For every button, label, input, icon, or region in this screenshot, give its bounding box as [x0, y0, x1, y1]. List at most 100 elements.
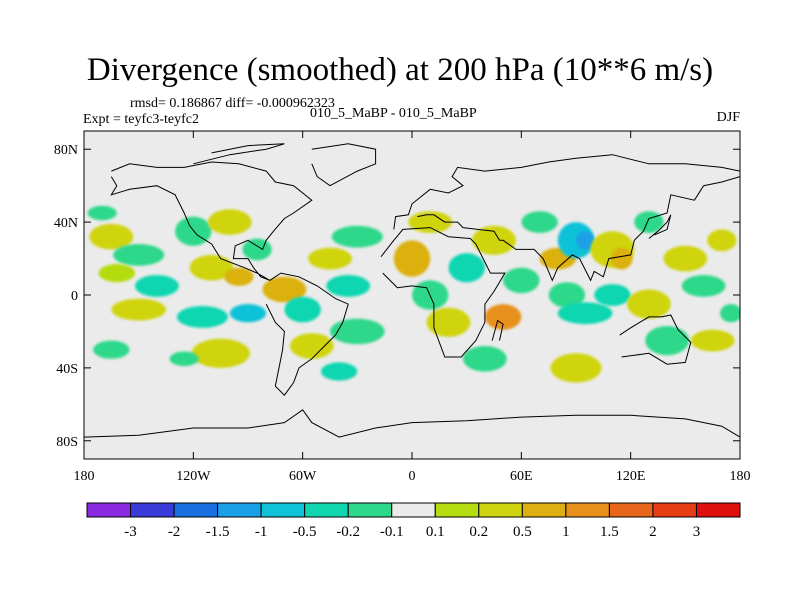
divergence-region-7 — [207, 209, 252, 235]
colorbar-box — [260, 502, 306, 518]
divergence-region-19 — [331, 225, 383, 248]
divergence-region-8 — [189, 254, 234, 281]
colorbar-label: 2 — [649, 524, 657, 540]
colorbar-label: 0.2 — [469, 524, 488, 540]
y-tick-label: 80N — [54, 143, 78, 158]
coastline-japan — [648, 214, 672, 239]
colorbar-label: 1 — [562, 524, 570, 540]
divergence-region-48 — [690, 329, 735, 352]
divergence-region-28 — [472, 225, 516, 255]
map-background — [84, 131, 740, 459]
divergence-region-10 — [176, 306, 228, 328]
divergence-region-15 — [262, 276, 307, 303]
divergence-region-2 — [98, 264, 135, 283]
divergence-region-23 — [393, 240, 431, 277]
colorbar-label: -3 — [124, 524, 137, 540]
divergence-region-27 — [448, 253, 485, 283]
colorbar-box — [217, 502, 262, 518]
divergence-region-17 — [289, 333, 334, 359]
divergence-region-29 — [484, 304, 522, 330]
colorbar-label: -0.2 — [336, 524, 360, 540]
experiment-label: Expt = teyfc3-teyfc2 — [83, 112, 199, 127]
colorbar-box — [391, 502, 436, 518]
colorbar-label: 0.1 — [426, 524, 445, 540]
colorbar-box — [86, 502, 132, 518]
divergence-region-12 — [191, 338, 250, 368]
colorbar-label: -1 — [255, 524, 268, 540]
coastline-eurasia — [393, 154, 740, 282]
divergence-region-40 — [594, 284, 631, 306]
season-label: DJF — [716, 110, 740, 125]
colorbar-box — [565, 502, 610, 518]
colorbar-box — [608, 502, 654, 518]
divergence-region-1 — [113, 244, 165, 266]
colorbar-box — [521, 502, 567, 518]
coastline-madagascar — [491, 319, 504, 341]
divergence-region-9 — [224, 267, 254, 286]
divergence-region-45 — [663, 245, 708, 272]
divergence-region-18 — [308, 247, 352, 270]
x-tick-label: 180 — [74, 469, 95, 484]
y-tick-label: 40N — [54, 216, 78, 231]
divergence-region-30 — [503, 267, 540, 294]
divergence-region-37 — [557, 302, 613, 325]
divergence-region-44 — [645, 326, 689, 356]
coastline-greenland — [311, 143, 377, 187]
colorbar-label: 0.5 — [513, 524, 532, 540]
x-tick-label: 60E — [510, 469, 533, 484]
y-tick-label: 80S — [56, 435, 78, 450]
divergence-region-36 — [548, 282, 586, 308]
colorbar-label: 3 — [693, 524, 701, 540]
colorbar-box — [130, 502, 175, 518]
divergence-region-16 — [284, 296, 321, 323]
colorbar-box — [347, 502, 393, 518]
rmsd-diff-text: rmsd= 0.186867 diff= -0.000962323 — [130, 96, 335, 111]
colorbar-label: -1.5 — [206, 524, 230, 540]
divergence-region-6 — [175, 216, 212, 246]
divergence-region-13 — [169, 351, 199, 367]
divergence-region-47 — [707, 229, 737, 252]
x-tick-label: 120W — [176, 469, 211, 484]
divergence-region-39 — [610, 247, 633, 270]
divergence-region-26 — [426, 307, 471, 337]
divergence-region-11 — [229, 304, 267, 323]
colorbar-box — [652, 502, 697, 518]
divergence-region-43 — [627, 289, 671, 319]
divergence-region-22 — [320, 362, 358, 381]
divergence-region-35 — [576, 231, 595, 250]
coastline-antarctica — [84, 409, 740, 438]
colorbar-box — [695, 502, 741, 518]
colorbar-label: -0.1 — [380, 524, 404, 540]
divergence-region-20 — [326, 275, 371, 297]
colorbar-label: 1.5 — [600, 524, 619, 540]
divergence-region-50 — [87, 205, 117, 221]
x-tick-label: 120E — [616, 469, 646, 484]
divergence-region-46 — [681, 275, 726, 297]
divergence-region-31 — [463, 346, 507, 372]
x-tick-label: 60W — [289, 469, 317, 484]
divergence-region-0 — [89, 223, 134, 250]
coastline-arctic-islands — [193, 143, 285, 165]
divergence-region-5 — [93, 340, 130, 359]
divergence-region-32 — [521, 211, 558, 234]
y-tick-label: 40S — [56, 362, 78, 377]
x-tick-label: 0 — [409, 469, 416, 484]
divergence-region-14 — [242, 238, 272, 261]
x-tick-label: 180 — [730, 469, 751, 484]
chart-title: Divergence (smoothed) at 200 hPa (10**6 … — [86, 52, 714, 88]
divergence-region-49 — [720, 304, 740, 323]
axis-layer: 180 120W 60W 0 60E 120E 180 80N 40N 0 40S 80S — [54, 131, 751, 484]
colorbar-box — [173, 502, 219, 518]
colorbar-label: -0.5 — [293, 524, 317, 540]
divergence-region-21 — [330, 318, 385, 345]
coastline-africa — [380, 227, 506, 358]
divergence-region-41 — [550, 353, 602, 383]
divergence-region-4 — [111, 298, 166, 321]
colorbar-box — [478, 502, 523, 518]
colorbar: -3 -2 -1.5 -1 -0.5 -0.2 -0.1 0.1 0.2 0.5 1 1.5 2 3 — [86, 502, 741, 540]
coastline-australia — [619, 314, 692, 365]
y-tick-label: 0 — [71, 289, 78, 304]
colorbar-label: -2 — [168, 524, 181, 540]
divergence-region-3 — [135, 275, 179, 297]
